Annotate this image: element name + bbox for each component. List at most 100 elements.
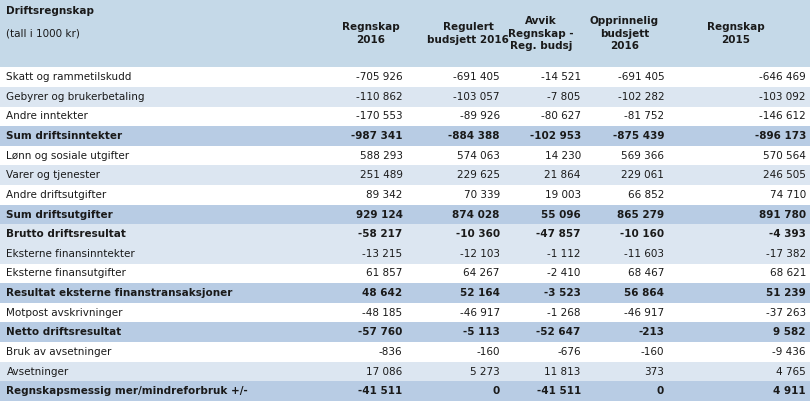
Text: -146 612: -146 612 [759,111,806,122]
Text: 891 780: 891 780 [759,210,806,220]
Text: 373: 373 [644,367,664,377]
Text: 0: 0 [657,386,664,396]
Text: -102 953: -102 953 [530,131,581,141]
Text: 4 765: 4 765 [776,367,806,377]
Text: Lønn og sosiale utgifter: Lønn og sosiale utgifter [6,151,130,161]
Text: -13 215: -13 215 [362,249,403,259]
Text: -48 185: -48 185 [362,308,403,318]
Text: 588 293: 588 293 [360,151,403,161]
Text: -103 092: -103 092 [760,92,806,102]
Text: Andre driftsutgifter: Andre driftsutgifter [6,190,107,200]
Text: 14 230: 14 230 [544,151,581,161]
Bar [0,185,810,205]
Text: -4 393: -4 393 [769,229,806,239]
Text: -41 511: -41 511 [536,386,581,396]
Bar [0,87,810,107]
Text: -7 805: -7 805 [548,92,581,102]
Text: -12 103: -12 103 [460,249,500,259]
Text: -10 160: -10 160 [620,229,664,239]
Text: 70 339: 70 339 [463,190,500,200]
Text: -1 112: -1 112 [548,249,581,259]
Text: (tall i 1000 kr): (tall i 1000 kr) [6,28,80,38]
Bar [0,146,810,166]
Text: 64 267: 64 267 [463,268,500,278]
Text: 89 342: 89 342 [366,190,403,200]
Text: 66 852: 66 852 [628,190,664,200]
Text: -676: -676 [557,347,581,357]
Bar [0,244,810,263]
Text: Eksterne finansutgifter: Eksterne finansutgifter [6,268,126,278]
Text: Regulert
budsjett 2016: Regulert budsjett 2016 [427,22,509,45]
Text: 929 124: 929 124 [356,210,403,220]
Text: 11 813: 11 813 [544,367,581,377]
Text: 56 864: 56 864 [625,288,664,298]
Text: Eksterne finansinntekter: Eksterne finansinntekter [6,249,135,259]
Text: 48 642: 48 642 [362,288,403,298]
Text: -705 926: -705 926 [356,72,403,82]
Text: 61 857: 61 857 [366,268,403,278]
Bar [0,381,810,401]
Text: -80 627: -80 627 [541,111,581,122]
Text: -213: -213 [638,327,664,337]
Text: 55 096: 55 096 [541,210,581,220]
Text: Brutto driftsresultat: Brutto driftsresultat [6,229,126,239]
Bar [0,283,810,303]
Text: Regnskapsmessig mer/mindreforbruk +/-: Regnskapsmessig mer/mindreforbruk +/- [6,386,248,396]
Text: 5 273: 5 273 [470,367,500,377]
Text: -896 173: -896 173 [755,131,806,141]
Text: 229 625: 229 625 [457,170,500,180]
Bar [0,166,810,185]
Text: 68 621: 68 621 [770,268,806,278]
Text: Sum driftsinntekter: Sum driftsinntekter [6,131,122,141]
Text: -646 469: -646 469 [759,72,806,82]
Text: -10 360: -10 360 [456,229,500,239]
Text: 865 279: 865 279 [617,210,664,220]
Text: 251 489: 251 489 [360,170,403,180]
Text: -89 926: -89 926 [459,111,500,122]
Text: Andre inntekter: Andre inntekter [6,111,88,122]
Bar [0,205,810,225]
Bar [0,342,810,362]
Text: 74 710: 74 710 [770,190,806,200]
Text: 246 505: 246 505 [763,170,806,180]
Text: -160: -160 [641,347,664,357]
Text: -875 439: -875 439 [612,131,664,141]
Text: -2 410: -2 410 [548,268,581,278]
Text: 874 028: 874 028 [453,210,500,220]
Text: 9 582: 9 582 [774,327,806,337]
Text: Motpost avskrivninger: Motpost avskrivninger [6,308,123,318]
Bar [0,362,810,381]
Text: -37 263: -37 263 [765,308,806,318]
Text: 68 467: 68 467 [628,268,664,278]
Text: -884 388: -884 388 [448,131,500,141]
Text: Driftsregnskap: Driftsregnskap [6,6,95,16]
Text: Avvik
Regnskap -
Reg. budsj: Avvik Regnskap - Reg. budsj [508,16,574,51]
Text: -52 647: -52 647 [536,327,581,337]
Text: Gebyrer og brukerbetaling: Gebyrer og brukerbetaling [6,92,145,102]
Text: -691 405: -691 405 [617,72,664,82]
Text: Avsetninger: Avsetninger [6,367,69,377]
Text: -9 436: -9 436 [773,347,806,357]
Text: -47 857: -47 857 [536,229,581,239]
Bar [0,0,810,67]
Text: -836: -836 [379,347,403,357]
Text: -5 113: -5 113 [463,327,500,337]
Text: 569 366: 569 366 [621,151,664,161]
Text: -160: -160 [476,347,500,357]
Text: 52 164: 52 164 [460,288,500,298]
Text: 574 063: 574 063 [457,151,500,161]
Text: -110 862: -110 862 [356,92,403,102]
Text: -14 521: -14 521 [540,72,581,82]
Text: -11 603: -11 603 [625,249,664,259]
Bar [0,67,810,87]
Text: 229 061: 229 061 [621,170,664,180]
Text: -46 917: -46 917 [459,308,500,318]
Text: 17 086: 17 086 [366,367,403,377]
Text: Bruk av avsetninger: Bruk av avsetninger [6,347,112,357]
Text: -691 405: -691 405 [453,72,500,82]
Text: -1 268: -1 268 [548,308,581,318]
Text: -41 511: -41 511 [358,386,403,396]
Text: 0: 0 [492,386,500,396]
Text: -3 523: -3 523 [544,288,581,298]
Bar [0,225,810,244]
